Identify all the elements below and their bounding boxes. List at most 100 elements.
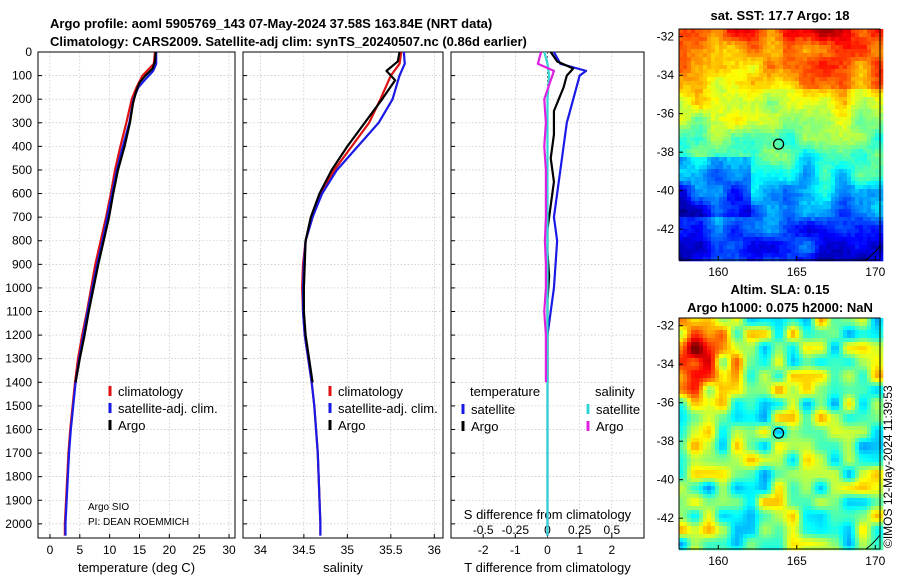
map-cell [691,366,696,371]
x-tick-label: -1 [510,543,521,557]
map-cell [847,125,852,130]
map-cell [715,446,720,451]
map-cell [703,197,708,202]
map-cell [735,362,740,367]
map-cell [819,161,824,166]
map-cell [771,81,776,86]
map-cell [739,33,744,38]
map-cell [763,414,768,419]
map-cell [879,394,884,399]
map-cell [835,418,840,423]
map-cell [695,125,700,130]
map-cell [719,81,724,86]
map-cell [867,61,872,66]
map-cell [831,322,836,327]
map-cell [827,434,832,439]
map-cell [767,69,772,74]
map-cell [863,237,868,242]
map-cell [875,438,880,443]
map-cell [795,229,800,234]
map-cell [843,197,848,202]
map-cell [879,41,884,46]
map-cell [791,205,796,210]
map-cell [703,442,708,447]
map-cell [879,334,884,339]
map-cell [775,253,780,258]
map-cell [775,117,780,122]
map-cell [727,181,732,186]
map-cell [715,209,720,214]
map-cell [787,97,792,102]
y-tick-label: 400 [12,139,32,153]
map-cell [847,29,852,34]
map-cell [727,326,732,331]
map-cell [791,185,796,190]
map-cell [755,342,760,347]
map-cell [859,257,864,262]
map-cell [823,402,828,407]
map-cell [767,398,772,403]
map-cell [763,177,768,182]
map-cell [875,33,880,38]
map-cell [803,37,808,42]
map-cell [711,69,716,74]
map-cell [799,161,804,166]
map-cell [687,61,692,66]
map-cell [703,53,708,58]
map-cell [783,65,788,70]
map-cell [819,105,824,110]
map-cell [775,406,780,411]
map-cell [751,105,756,110]
y-tick-label: 800 [12,234,32,248]
map-cell [807,426,812,431]
map-cell [743,69,748,74]
map-cell [759,169,764,174]
map-cell [751,61,756,66]
map-cell [679,450,684,455]
map-cell [791,410,796,415]
map-cell [767,245,772,250]
map-cell [735,217,740,222]
map-cell [815,205,820,210]
map-cell [695,434,700,439]
map-cell [807,105,812,110]
map-cell [703,185,708,190]
map-cell [703,29,708,34]
map-cell [799,109,804,114]
map-cell [739,173,744,178]
map-cell [759,253,764,258]
map-cell [871,93,876,98]
map-cell [759,418,764,423]
map-cell [875,426,880,431]
map-cell [687,434,692,439]
map-cell [767,117,772,122]
map-cell [787,185,792,190]
map-cell [715,410,720,415]
map-cell [851,221,856,226]
map-cell [851,406,856,411]
map-cell [807,249,812,254]
map-cell [699,237,704,242]
map-cell [875,378,880,383]
map-cell [751,129,756,134]
map-cell [879,342,884,347]
map-cell [715,97,720,102]
map-cell [759,153,764,158]
map-cell [879,450,884,455]
map-cell [739,237,744,242]
map-cell [699,193,704,198]
map-cell [879,233,884,238]
map-cell [863,249,868,254]
map-cell [711,33,716,38]
map-cell [707,322,712,327]
x2-tick-label: 0.5 [603,523,620,537]
map-cell [799,101,804,106]
map-cell [751,382,756,387]
map-cell [847,346,852,351]
map-cell [735,137,740,142]
map-cell [771,189,776,194]
map-cell [823,442,828,447]
map-cell [827,350,832,355]
map-cell [795,322,800,327]
map-cell [771,61,776,66]
